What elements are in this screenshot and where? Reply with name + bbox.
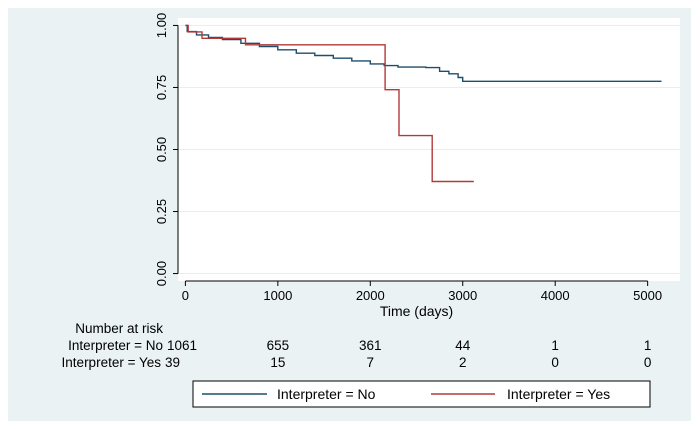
risk-count: 7: [367, 355, 375, 370]
risk-table: Number at risk Interpreter = No 1061 655 361…: [62, 321, 652, 370]
risk-row-label: Interpreter = No: [68, 338, 163, 353]
x-tick-label: 0: [182, 288, 189, 303]
x-axis: 0 1000 2000 3000 4000 5000: [182, 280, 662, 303]
legend-entry: Interpreter = No: [277, 386, 376, 402]
y-tick-label: 0.50: [154, 137, 169, 162]
legend-entry: Interpreter = Yes: [507, 386, 610, 402]
risk-count: 1061: [167, 338, 197, 353]
risk-table-title: Number at risk: [75, 321, 163, 336]
risk-count: 361: [359, 338, 382, 353]
risk-count: 1: [551, 338, 559, 353]
risk-count: 2: [459, 355, 467, 370]
risk-count: 1: [644, 338, 652, 353]
risk-count: 44: [455, 338, 471, 353]
grid-lines: [178, 24, 680, 275]
survival-curves: [185, 24, 662, 183]
x-tick-label: 2000: [356, 288, 385, 303]
y-axis: 0.00 0.25 0.50 0.75 1.00: [154, 13, 179, 286]
y-tick-label: 0.25: [154, 199, 169, 224]
legend-box: [192, 380, 651, 408]
risk-count: 0: [551, 355, 559, 370]
y-tick-label: 0.75: [154, 75, 169, 100]
y-tick-label: 1.00: [154, 13, 169, 38]
x-tick-label: 4000: [541, 288, 570, 303]
risk-count: 655: [267, 338, 290, 353]
series-line-no: [185, 24, 662, 82]
x-tick-label: 1000: [263, 288, 292, 303]
risk-count: 39: [165, 355, 180, 370]
risk-count: 15: [270, 355, 285, 370]
series-line-yes: [185, 24, 474, 183]
risk-row-label: Interpreter = Yes: [62, 355, 162, 370]
y-tick-label: 0.00: [154, 261, 169, 286]
x-axis-title: Time (days): [380, 303, 453, 319]
x-tick-label: 3000: [448, 288, 477, 303]
x-tick-label: 5000: [633, 288, 662, 303]
legend: Interpreter = No Interpreter = Yes: [192, 380, 651, 408]
risk-count: 0: [644, 355, 652, 370]
